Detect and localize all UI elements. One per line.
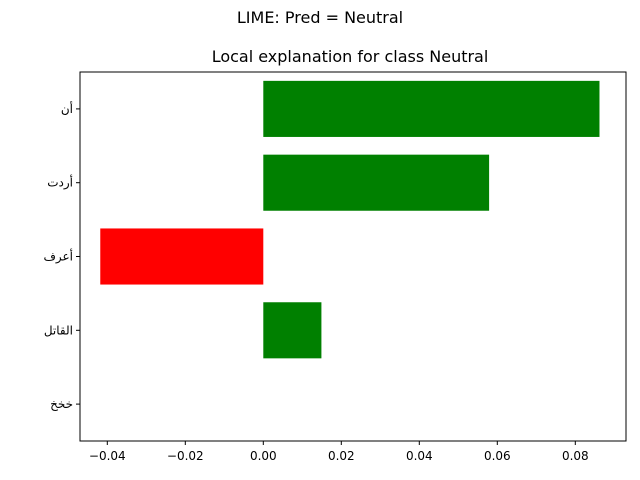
- y-tick-label: أن: [61, 101, 73, 116]
- x-tick-label: −0.02: [167, 449, 204, 463]
- chart-title: Local explanation for class Neutral: [212, 47, 489, 66]
- y-tick-label: أعرف: [43, 249, 73, 265]
- bar-2: [100, 228, 264, 285]
- y-tick-label: أردت: [47, 175, 73, 191]
- y-tick-label: القاتل: [44, 323, 73, 337]
- x-tick-label: 0.00: [250, 449, 277, 463]
- x-tick-label: 0.02: [328, 449, 355, 463]
- x-tick-label: 0.08: [562, 449, 589, 463]
- y-axis: أن أردت أعرف القاتل خخخ: [43, 101, 80, 411]
- bar-3: [263, 302, 322, 359]
- x-tick-label: 0.06: [484, 449, 511, 463]
- x-tick-label: 0.04: [406, 449, 433, 463]
- x-axis: −0.04 −0.02 0.00 0.02 0.04 0.06 0.08: [89, 441, 589, 463]
- bars-group: [100, 80, 600, 359]
- y-tick-label: خخخ: [50, 397, 73, 411]
- bar-1: [263, 154, 490, 211]
- x-tick-label: −0.04: [89, 449, 126, 463]
- bar-0: [263, 80, 600, 137]
- figure-suptitle: LIME: Pred = Neutral: [237, 8, 403, 27]
